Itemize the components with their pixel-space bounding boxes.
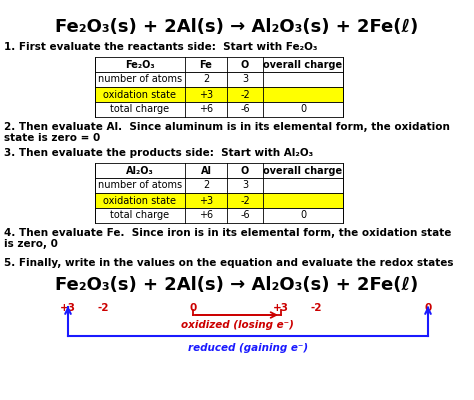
Text: 0: 0 xyxy=(424,303,432,313)
Bar xyxy=(95,163,343,178)
Text: overall charge: overall charge xyxy=(264,166,343,176)
Text: O: O xyxy=(241,166,249,176)
Text: Fe₂O₃(s) + 2Al(s) → Al₂O₃(s) + 2Fe(ℓ): Fe₂O₃(s) + 2Al(s) → Al₂O₃(s) + 2Fe(ℓ) xyxy=(55,276,419,294)
Text: 2: 2 xyxy=(203,180,209,190)
Text: O: O xyxy=(241,60,249,70)
Text: -6: -6 xyxy=(240,210,250,220)
Bar xyxy=(95,72,343,87)
Text: 0: 0 xyxy=(300,104,306,114)
Text: 0: 0 xyxy=(300,210,306,220)
Text: oxidized (losing e⁻): oxidized (losing e⁻) xyxy=(181,320,293,330)
Text: 3: 3 xyxy=(242,74,248,84)
Text: -6: -6 xyxy=(240,104,250,114)
Text: -2: -2 xyxy=(97,303,109,313)
Text: +3: +3 xyxy=(199,90,213,100)
Text: 2. Then evaluate Al.  Since aluminum is in its elemental form, the oxidation: 2. Then evaluate Al. Since aluminum is i… xyxy=(4,122,450,132)
Text: total charge: total charge xyxy=(110,210,170,220)
Text: overall charge: overall charge xyxy=(264,60,343,70)
Text: -2: -2 xyxy=(240,90,250,100)
Bar xyxy=(95,102,343,117)
Text: -2: -2 xyxy=(240,196,250,206)
Text: Al: Al xyxy=(201,166,211,176)
Text: 0: 0 xyxy=(190,303,197,313)
Text: 5. Finally, write in the values on the equation and evaluate the redox states: 5. Finally, write in the values on the e… xyxy=(4,258,454,268)
Bar xyxy=(95,208,343,223)
Text: oxidation state: oxidation state xyxy=(103,196,176,206)
Text: +6: +6 xyxy=(199,104,213,114)
Text: -2: -2 xyxy=(310,303,322,313)
Text: Fe: Fe xyxy=(200,60,212,70)
Text: oxidation state: oxidation state xyxy=(103,90,176,100)
Text: +3: +3 xyxy=(60,303,76,313)
Text: 3: 3 xyxy=(242,180,248,190)
Text: 3. Then evaluate the products side:  Start with Al₂O₃: 3. Then evaluate the products side: Star… xyxy=(4,148,313,158)
Text: 4. Then evaluate Fe.  Since iron is in its elemental form, the oxidation state: 4. Then evaluate Fe. Since iron is in it… xyxy=(4,228,451,238)
Text: 1. First evaluate the reactants side:  Start with Fe₂O₃: 1. First evaluate the reactants side: St… xyxy=(4,42,318,52)
Bar xyxy=(95,57,343,72)
Bar xyxy=(95,178,343,193)
Text: 2: 2 xyxy=(203,74,209,84)
Bar xyxy=(95,193,343,208)
Text: +6: +6 xyxy=(199,210,213,220)
Text: reduced (gaining e⁻): reduced (gaining e⁻) xyxy=(188,343,308,353)
Text: number of atoms: number of atoms xyxy=(98,180,182,190)
Text: Fe₂O₃(s) + 2Al(s) → Al₂O₃(s) + 2Fe(ℓ): Fe₂O₃(s) + 2Al(s) → Al₂O₃(s) + 2Fe(ℓ) xyxy=(55,18,419,36)
Text: Al₂O₃: Al₂O₃ xyxy=(126,166,154,176)
Text: +3: +3 xyxy=(199,196,213,206)
Bar xyxy=(95,87,343,102)
Text: is zero, 0: is zero, 0 xyxy=(4,239,58,249)
Text: +3: +3 xyxy=(273,303,289,313)
Text: number of atoms: number of atoms xyxy=(98,74,182,84)
Text: Fe₂O₃: Fe₂O₃ xyxy=(125,60,155,70)
Text: total charge: total charge xyxy=(110,104,170,114)
Text: state is zero = 0: state is zero = 0 xyxy=(4,133,100,143)
